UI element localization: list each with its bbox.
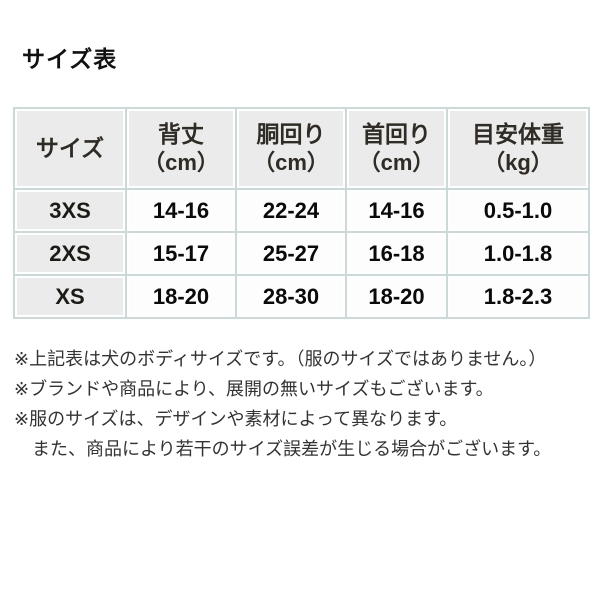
table-row-2xs: 2XS 15-17 25-27 16-18 1.0-1.8 [15, 233, 588, 274]
column-header-size: サイズ [15, 109, 125, 188]
column-header-neck: 首回り （cm） [347, 109, 446, 188]
cell-3xs-girth: 22-24 [237, 190, 345, 231]
column-header-girth-unit: （cm） [253, 150, 329, 175]
column-header-weight: 目安体重 （kg） [448, 109, 588, 188]
page-title: サイズ表 [22, 46, 118, 72]
cell-xs-weight: 1.8-2.3 [448, 276, 588, 317]
cell-xs-back-length: 18-20 [127, 276, 235, 317]
size-table-header: サイズ 背丈 （cm） 胴回り （cm） 首回り （cm） 目安体重 （kg） [15, 109, 588, 188]
column-header-weight-label: 目安体重 [472, 121, 564, 147]
note-line-2: ※ブランドや商品により、展開の無いサイズもございます。 [14, 379, 494, 399]
notes: ※上記表は犬のボディサイズです。（服のサイズではありません。） ※ブランドや商品… [14, 344, 594, 464]
header-row: サイズ 背丈 （cm） 胴回り （cm） 首回り （cm） 目安体重 （kg） [15, 109, 588, 188]
column-header-back-length: 背丈 （cm） [127, 109, 235, 188]
row-label-2xs: 2XS [15, 233, 125, 274]
column-header-back-length-unit: （cm） [143, 150, 219, 175]
size-table-body: 3XS 14-16 22-24 14-16 0.5-1.0 2XS 15-17 … [15, 190, 588, 317]
size-table: サイズ 背丈 （cm） 胴回り （cm） 首回り （cm） 目安体重 （kg） [13, 107, 590, 319]
note-line-4: また、商品により若干のサイズ誤差が生じる場合がございます。 [32, 439, 552, 459]
cell-xs-neck: 18-20 [347, 276, 446, 317]
column-header-girth-label: 胴回り [256, 121, 326, 147]
cell-3xs-back-length: 14-16 [127, 190, 235, 231]
cell-2xs-neck: 16-18 [347, 233, 446, 274]
cell-2xs-girth: 25-27 [237, 233, 345, 274]
column-header-neck-label: 首回り [362, 121, 431, 147]
cell-2xs-weight: 1.0-1.8 [448, 233, 588, 274]
cell-3xs-neck: 14-16 [347, 190, 446, 231]
cell-3xs-weight: 0.5-1.0 [448, 190, 588, 231]
cell-xs-girth: 28-30 [237, 276, 345, 317]
column-header-weight-unit: （kg） [483, 150, 553, 175]
table-row-3xs: 3XS 14-16 22-24 14-16 0.5-1.0 [15, 190, 588, 231]
note-line-3: ※服のサイズは、デザインや素材によって異なります。 [14, 409, 458, 429]
column-header-girth: 胴回り （cm） [237, 109, 345, 188]
table-row-xs: XS 18-20 28-30 18-20 1.8-2.3 [15, 276, 588, 317]
row-label-xs: XS [15, 276, 125, 317]
column-header-size-label: サイズ [35, 135, 105, 161]
note-line-1: ※上記表は犬のボディサイズです。（服のサイズではありません。） [14, 349, 547, 369]
column-header-neck-unit: （cm） [358, 150, 435, 175]
column-header-back-length-label: 背丈 [158, 121, 204, 147]
row-label-3xs: 3XS [15, 190, 125, 231]
cell-2xs-back-length: 15-17 [127, 233, 235, 274]
